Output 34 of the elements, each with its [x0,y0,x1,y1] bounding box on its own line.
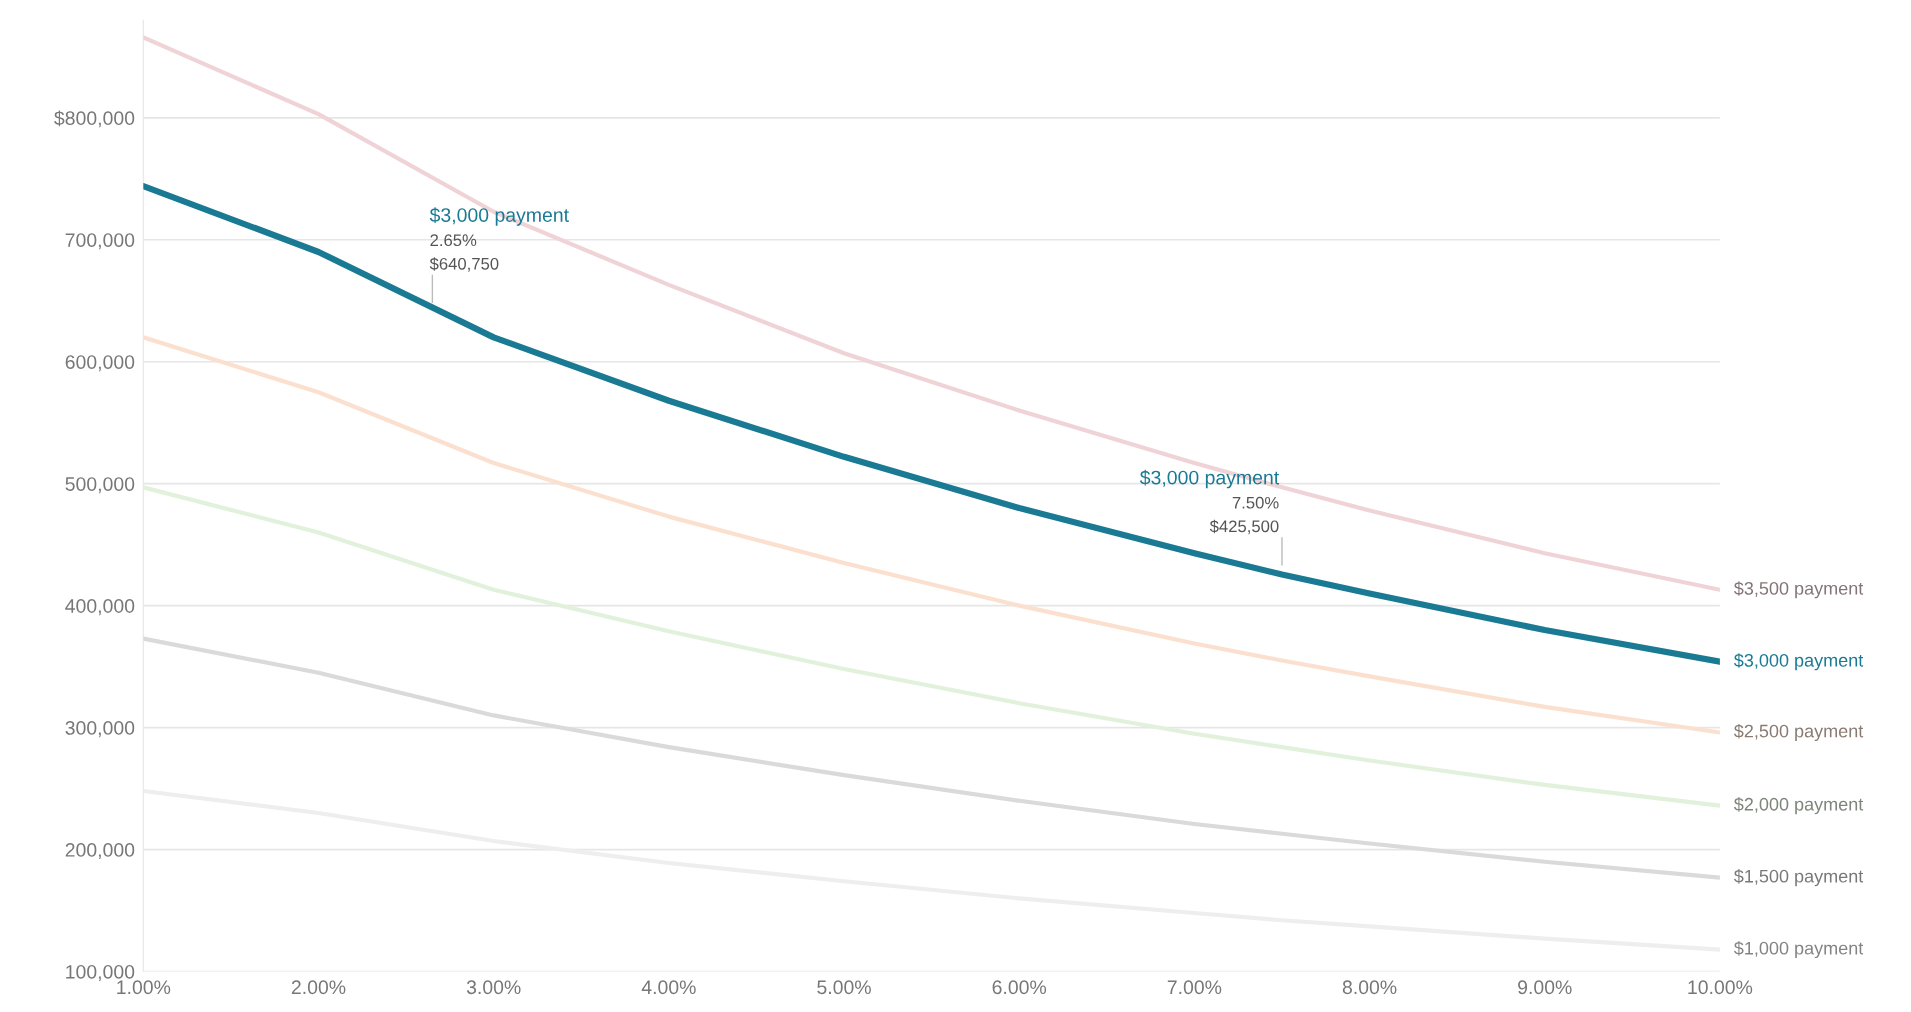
annotation: $3,000 payment [1139,469,1280,489]
series-label: $3,000 payment [1733,653,1864,671]
y-tick-label: 600,000 [65,355,135,372]
y-tick-label: 700,000 [65,233,135,250]
series-label: $2,000 payment [1733,797,1864,815]
series-label: $1,000 payment [1733,941,1864,959]
line-series [143,335,1720,735]
line-series [143,636,1720,880]
y-tick-label: 200,000 [65,843,135,860]
x-tick-label: 5.00% [817,980,871,995]
series-label: $2,500 payment [1733,723,1864,742]
x-tick-label: 2.00% [291,980,346,995]
line-series [143,788,1720,952]
y-tick-label: 500,000 [65,477,135,494]
x-tick-label: 7.00% [1167,980,1222,995]
annotation: $3,000 payment [429,207,569,226]
y-tick-label: $800,000 [54,110,135,128]
x-tick-label: 10.00% [1688,980,1753,995]
y-tick-label: 100,000 [66,964,135,982]
x-tick-label: 6.00% [992,980,1047,995]
x-tick-label: 1.00% [117,980,171,995]
x-tick-label: 9.00% [1518,980,1572,995]
x-tick-label: 4.00% [641,980,696,995]
annotation: $640,750 [429,257,499,272]
line-series [143,35,1720,592]
x-tick-label: 3.00% [466,980,521,995]
annotation: 7.50% [1232,496,1279,509]
annotation: $425,500 [1209,519,1279,535]
series-label: $1,500 payment [1733,869,1864,887]
annotation: 2.65% [430,234,477,247]
x-tick-label: 8.00% [1342,980,1397,995]
y-tick-label: 400,000 [65,599,135,616]
series-label: $3,500 payment [1733,581,1864,599]
y-tick-label: 300,000 [65,721,135,738]
